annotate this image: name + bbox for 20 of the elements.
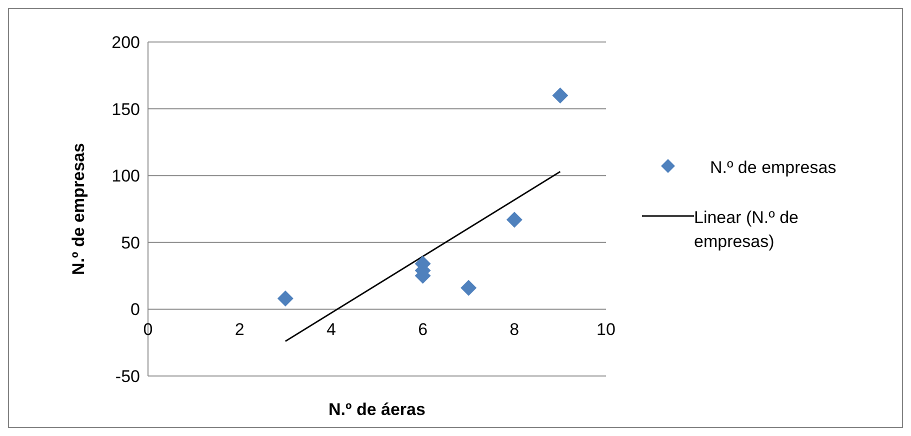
x-tick-label: 10: [596, 320, 616, 340]
x-axis-title: N.º de áeras: [328, 400, 426, 419]
y-tick-label: 50: [121, 233, 140, 252]
x-tick-label: 8: [510, 320, 520, 340]
y-tick-label: 0: [130, 300, 140, 320]
legend-label: N.º de empresas: [710, 157, 836, 179]
point: [460, 280, 477, 296]
point: [552, 87, 568, 104]
y-tick-label: -50: [115, 367, 140, 386]
x-tick-label: 4: [326, 320, 336, 340]
y-tick-label: 150: [112, 100, 140, 119]
y-tick-label: 100: [112, 166, 140, 186]
y-tick-label: 200: [112, 33, 140, 52]
point: [506, 212, 522, 228]
y-axis-title: N.º de empresas: [69, 143, 88, 275]
x-tick-label: 6: [418, 320, 428, 340]
x-tick-label: 0: [143, 320, 153, 340]
x-tick-label: 2: [234, 320, 244, 340]
point: [277, 290, 294, 307]
legend-label: Linear (N.º de empresas): [694, 207, 800, 253]
